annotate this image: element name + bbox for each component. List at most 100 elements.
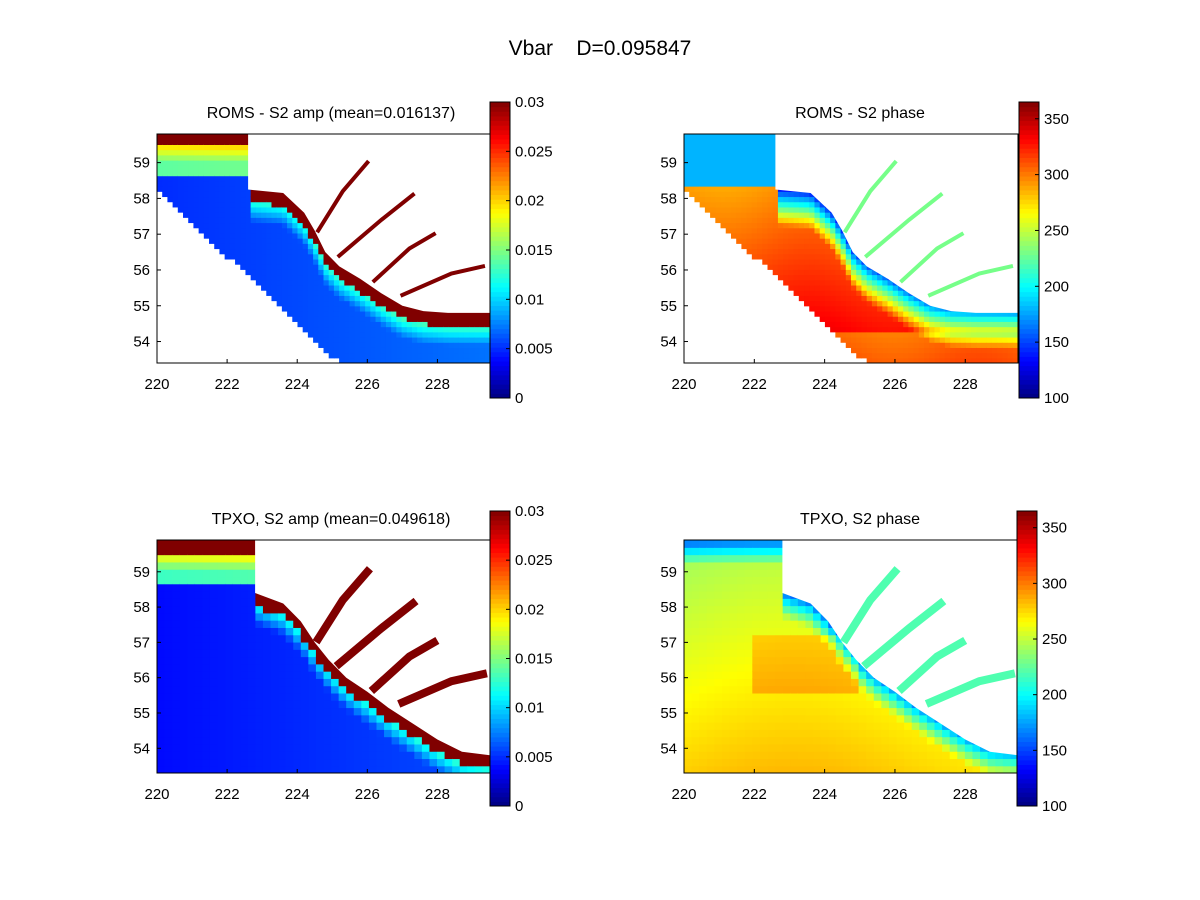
grid-cell (307, 290, 314, 296)
y-tick-label: 58 (660, 190, 677, 207)
grid-cell (209, 751, 219, 760)
grid-cell (981, 357, 988, 363)
grid-cell (929, 310, 936, 317)
grid-cell (819, 206, 826, 213)
grid-cell (380, 347, 387, 354)
grid-cell (871, 295, 878, 302)
grid-cell (866, 300, 873, 307)
grid-cell (157, 139, 163, 145)
grid-cell (198, 170, 205, 177)
grid-cell (746, 201, 753, 208)
grid-cell (835, 290, 842, 296)
grid-cell (783, 238, 789, 244)
grid-cell (202, 678, 211, 687)
grid-cell (762, 170, 769, 177)
grid-cell (328, 347, 335, 354)
grid-cell (835, 232, 842, 239)
grid-cell (804, 201, 810, 208)
grid-cell (887, 352, 894, 359)
grid-cell (997, 316, 1003, 322)
grid-cell (177, 149, 184, 156)
grid-cell (809, 222, 816, 229)
grid-cell (202, 722, 211, 730)
grid-cell (333, 284, 340, 291)
grid-cell (276, 264, 283, 270)
grid-cell (287, 222, 293, 229)
grid-cell (333, 300, 340, 307)
panel-roms-amp: ROMS - S2 amp (mean=0.016137) 220 222 224 2… (133, 94, 552, 407)
grid-cell (281, 212, 288, 218)
grid-cell (772, 217, 779, 224)
grid-cell (209, 605, 219, 614)
grid-cell (866, 269, 873, 276)
colorbar-segment (490, 342, 510, 348)
grid-cell (198, 154, 205, 161)
grid-cell (354, 331, 361, 338)
land-mask (775, 134, 1018, 313)
grid-cell (746, 139, 753, 145)
grid-cell (757, 217, 763, 224)
grid-cell (167, 139, 174, 145)
grid-cell (164, 765, 173, 773)
grid-cell (710, 154, 716, 161)
grid-cell (328, 342, 335, 348)
grid-cell (871, 336, 878, 343)
grid-cell (297, 290, 304, 296)
grid-cell (981, 331, 988, 338)
grid-cell (819, 279, 826, 286)
grid-cell (172, 154, 179, 161)
grid-cell (349, 290, 356, 296)
grid-cell (939, 326, 946, 333)
grid-cell (188, 186, 195, 192)
grid-cell (746, 191, 753, 198)
grid-cell (370, 316, 377, 322)
grid-cell (287, 258, 293, 265)
grid-cell (177, 165, 184, 172)
grid-cell (689, 170, 696, 177)
grid-cell (913, 321, 920, 328)
grid-cell (704, 170, 711, 177)
grid-cell (406, 342, 413, 348)
grid-cell (804, 191, 810, 198)
grid-cell (271, 196, 278, 203)
grid-cell (694, 134, 701, 140)
grid-cell (167, 196, 174, 203)
grid-cell (202, 671, 211, 679)
grid-cell (375, 336, 382, 343)
grid-cell (339, 326, 345, 333)
grid-cell (448, 342, 455, 348)
grid-cell (757, 149, 763, 156)
grid-cell (328, 321, 335, 328)
grid-cell (318, 253, 325, 260)
colorbar-segment (1019, 166, 1039, 172)
grid-cell (255, 212, 262, 218)
grid-cell (851, 305, 857, 312)
grid-cell (297, 232, 304, 239)
grid-cell (704, 134, 711, 140)
grid-cell (349, 305, 356, 312)
grid-cell (830, 279, 836, 286)
grid-cell (261, 238, 267, 244)
grid-cell (757, 134, 763, 140)
grid-cell (164, 685, 173, 694)
grid-cell (172, 678, 181, 687)
grid-cell (164, 671, 173, 679)
grid-cell (1012, 347, 1018, 354)
grid-cell (427, 321, 434, 328)
grid-cell (824, 212, 831, 218)
grid-cell (209, 663, 219, 672)
grid-cell (203, 232, 210, 239)
grid-cell (866, 331, 873, 338)
grid-cell (684, 165, 690, 172)
grid-cell (861, 300, 868, 307)
grid-cell (804, 279, 810, 286)
grid-cell (235, 186, 241, 192)
grid-cell (323, 300, 330, 307)
grid-cell (255, 201, 262, 208)
grid-cell (757, 139, 763, 145)
grid-cell (835, 305, 842, 312)
grid-cell (339, 279, 345, 286)
grid-cell (783, 274, 789, 281)
grid-cell (845, 342, 852, 348)
grid-cell (830, 238, 836, 244)
